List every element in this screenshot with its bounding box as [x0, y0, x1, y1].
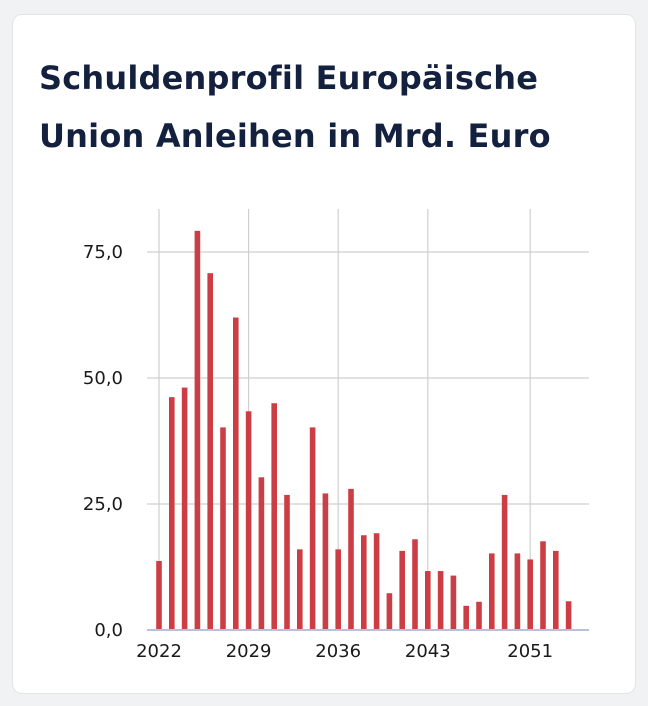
bar-2039 [373, 533, 380, 630]
bar-2022 [156, 560, 162, 630]
bar-chart: 0,0 25,0 50,0 75,0 2022 2029 2036 2043 2051 [83, 209, 589, 662]
y-tick-label: 75,0 [83, 242, 123, 263]
bar-2025 [194, 230, 201, 630]
bar-2054 [565, 601, 572, 630]
bar-2036 [335, 549, 341, 630]
bar-2023 [169, 397, 175, 630]
bar-2028 [233, 317, 239, 630]
bar-2044 [437, 571, 444, 630]
y-tick-label: 0,0 [94, 620, 123, 641]
bar-2038 [361, 535, 367, 630]
bar-2043 [425, 571, 431, 630]
x-tick-label: 2043 [405, 641, 451, 662]
bar-2031 [271, 403, 277, 630]
chart-card: Schuldenprofil Europäische Union Anleihe… [12, 14, 636, 694]
x-tick-label: 2036 [315, 641, 361, 662]
bar-2051 [527, 559, 533, 630]
bar-2053 [553, 550, 559, 630]
bar-2046 [463, 605, 469, 630]
chart-title: Schuldenprofil Europäische Union Anleihe… [39, 59, 551, 155]
bar-2026 [207, 273, 213, 630]
x-tick-label: 2022 [136, 641, 182, 662]
x-tick-label: 2051 [507, 641, 553, 662]
bar-2030 [258, 477, 265, 630]
y-tick-label: 25,0 [83, 494, 123, 515]
bar-2042 [412, 539, 418, 630]
bar-2045 [450, 575, 457, 630]
bar-2050 [514, 553, 521, 630]
bar-2049 [501, 494, 508, 630]
bar-2052 [540, 541, 546, 630]
bar-2047 [476, 601, 482, 630]
bar-2032 [284, 494, 290, 630]
bar-2041 [399, 550, 405, 630]
bar-2040 [386, 593, 393, 630]
y-tick-label: 50,0 [83, 368, 123, 389]
bar-2029 [245, 411, 252, 630]
bar-2035 [322, 493, 329, 630]
bar-2037 [348, 488, 354, 630]
bar-2033 [297, 549, 303, 630]
bar-2024 [181, 387, 188, 630]
bar-2027 [220, 427, 226, 630]
bar-2034 [309, 427, 316, 630]
x-tick-label: 2029 [226, 641, 272, 662]
bar-2048 [489, 553, 495, 630]
